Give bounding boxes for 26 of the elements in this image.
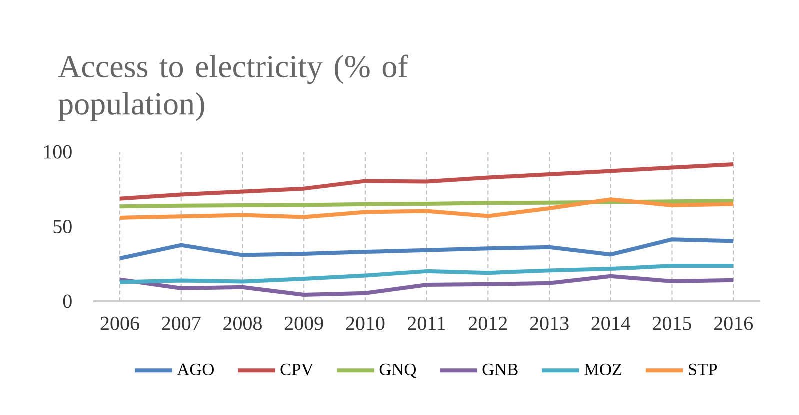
x-tick-label: 2011 [408, 316, 446, 330]
x-tick-label: 2007 [162, 316, 201, 330]
legend-label: MOZ [584, 364, 622, 376]
x-tick-label: 2006 [100, 316, 140, 330]
legend-label: STP [689, 364, 718, 376]
line-series [118, 274, 736, 298]
legend-label: GNB [482, 364, 518, 376]
x-tick-label: 2014 [592, 316, 631, 330]
legend-label: AGO [177, 364, 214, 376]
line-series [118, 238, 736, 261]
line-series [118, 264, 736, 284]
x-tick-label: 2010 [346, 316, 385, 330]
x-tick-label: 2015 [653, 316, 692, 330]
x-tick-label: 2008 [224, 316, 262, 330]
line-series [118, 162, 736, 201]
chart-title: Access to electricity (% of population) [58, 54, 408, 122]
y-tick-label: 0 [63, 294, 72, 308]
x-tick-label: 2016 [714, 316, 754, 330]
legend-label: CPV [280, 364, 314, 376]
line-series [118, 198, 736, 220]
x-tick-label: 2009 [284, 316, 324, 330]
x-tick-label: 2012 [469, 316, 508, 330]
y-tick-label: 50 [54, 220, 72, 234]
x-tick-label: 2013 [530, 316, 569, 330]
y-tick-label: 100 [44, 145, 72, 159]
legend-label: GNQ [380, 364, 416, 378]
